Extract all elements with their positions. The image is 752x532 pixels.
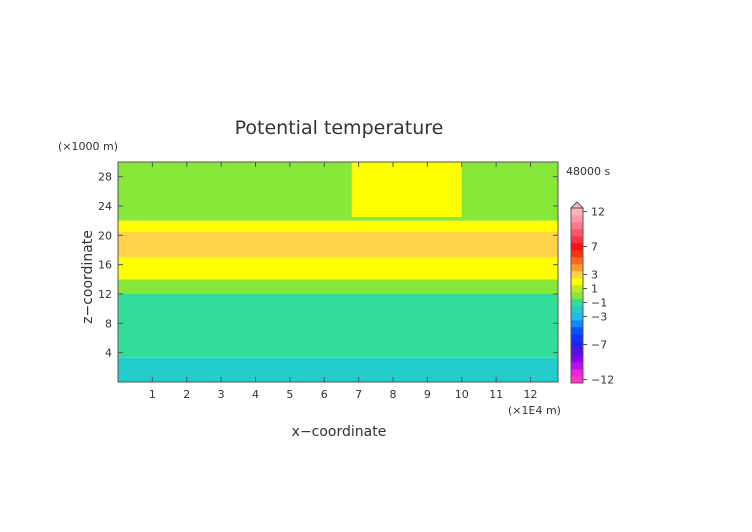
x-tick-label: 12 [524, 388, 538, 401]
x-unit-label: (×1E4 m) [508, 404, 561, 417]
x-tick-label: 3 [218, 388, 225, 401]
x-tick-label: 4 [252, 388, 259, 401]
x-tick-label: 8 [390, 388, 397, 401]
colorbar-segment [571, 222, 583, 230]
colorbar-segment [571, 278, 583, 286]
field-region-6 [118, 162, 558, 221]
colorbar-tick-label: −12 [591, 374, 614, 387]
field-region-4 [118, 231, 558, 258]
field-region-5 [118, 220, 558, 232]
colorbar-segment [571, 285, 583, 293]
y-tick-label: 28 [98, 171, 112, 184]
colorbar-segment [571, 313, 583, 321]
colorbar-frame [570, 207, 584, 384]
colorbar-segment [571, 271, 583, 279]
x-tick-label: 7 [355, 388, 362, 401]
x-tick-label: 11 [489, 388, 503, 401]
colorbar-tick-label: 12 [591, 206, 605, 219]
colorbar-segment [571, 215, 583, 223]
x-tick-label: 5 [286, 388, 293, 401]
chart-title: Potential temperature [235, 117, 444, 139]
colorbar-segment [571, 355, 583, 363]
x-tick-label: 9 [424, 388, 431, 401]
x-ticks: 1 2 3 4 5 6 7 8 9 10 11 12 [149, 162, 538, 401]
colorbar-segment [571, 292, 583, 300]
colorbar-segment [571, 257, 583, 265]
x-axis-label: x−coordinate [292, 424, 387, 440]
colorbar-segment [571, 236, 583, 244]
field-region-7 [351, 162, 462, 217]
colorbar-segment [571, 348, 583, 356]
colorbar-segment [571, 327, 583, 335]
colorbar-tick-label: −7 [591, 339, 607, 352]
y-tick-label: 24 [98, 200, 112, 213]
colorbar-segment [571, 299, 583, 307]
y-tick-label: 12 [98, 288, 112, 301]
y-ticks: 4 8 12 16 20 24 28 [98, 171, 558, 360]
x-tick-label: 2 [183, 388, 190, 401]
plot-area [118, 162, 558, 382]
colorbar-segment [571, 306, 583, 314]
colorbar-tick-label: 7 [591, 241, 598, 254]
colorbar: 12 7 31−1−3 −7 −12 [569, 201, 614, 387]
colorbar-segment [571, 376, 583, 384]
y-tick-label: 20 [98, 229, 112, 242]
y-tick-label: 4 [105, 347, 112, 360]
colorbar-segment [571, 208, 583, 216]
colorbar-segment [571, 320, 583, 328]
colorbar-top-arrow [569, 201, 585, 209]
colorbar-tick-label: −3 [591, 311, 607, 324]
x-tick-label: 1 [149, 388, 156, 401]
y-axis-label: z−coordinate [80, 230, 96, 324]
colorbar-segment [571, 264, 583, 272]
x-tick-label: 10 [455, 388, 469, 401]
colorbar-segment [571, 243, 583, 251]
field-region-2 [118, 279, 558, 294]
colorbar-segment [571, 369, 583, 377]
colorbar-segment [571, 362, 583, 370]
colorbar-segment [571, 334, 583, 342]
field-region-1 [118, 294, 558, 358]
y-tick-label: 8 [105, 317, 112, 330]
colorbar-tick-label: −1 [591, 297, 607, 310]
colorbar-segment [571, 229, 583, 237]
colorbar-segment [571, 250, 583, 258]
colorbar-segment [571, 341, 583, 349]
colorbar-tick-label: 1 [591, 283, 598, 296]
time-label: 48000 s [566, 165, 610, 178]
field-region-3 [118, 257, 558, 280]
field-region-0 [118, 357, 558, 382]
y-tick-label: 16 [98, 259, 112, 272]
y-unit-label: (×1000 m) [58, 140, 118, 153]
x-tick-label: 6 [321, 388, 328, 401]
colorbar-tick-label: 3 [591, 269, 598, 282]
plot-frame [117, 161, 559, 383]
